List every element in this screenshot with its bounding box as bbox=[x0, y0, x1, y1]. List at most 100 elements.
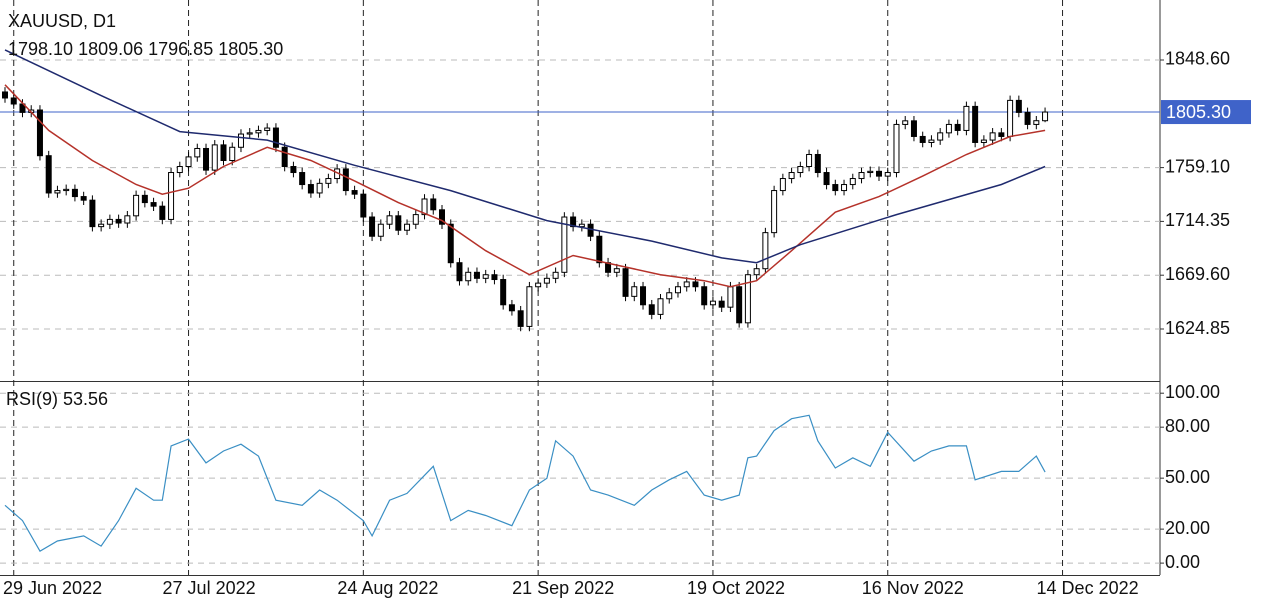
chart-title: XAUUSD, D1 bbox=[8, 11, 116, 31]
candle-body bbox=[203, 147, 210, 171]
candle-body bbox=[264, 127, 271, 131]
candle-body bbox=[281, 146, 288, 168]
candle-body bbox=[876, 170, 882, 177]
candle-body bbox=[806, 153, 813, 168]
candle-body bbox=[954, 123, 961, 131]
candle-body bbox=[963, 105, 970, 131]
x-tick-label: 16 Nov 2022 bbox=[862, 578, 964, 598]
y-tick-label: 20.00 bbox=[1165, 518, 1210, 538]
candle-body bbox=[657, 298, 664, 315]
x-tick-label: 19 Oct 2022 bbox=[687, 578, 785, 598]
price-badge bbox=[1161, 100, 1251, 125]
y-tick-label: 80.00 bbox=[1165, 416, 1210, 436]
candle-body bbox=[771, 190, 778, 234]
candle-body bbox=[613, 268, 620, 273]
moving-average bbox=[4, 49, 1046, 264]
candle-body bbox=[185, 156, 192, 168]
candle-body bbox=[272, 127, 279, 148]
candle-body bbox=[404, 223, 411, 231]
candle-body bbox=[290, 166, 297, 174]
x-tick-label: 29 Jun 2022 bbox=[3, 578, 102, 598]
candle-body bbox=[640, 286, 647, 306]
candle-body bbox=[1007, 99, 1014, 137]
candle-body bbox=[578, 223, 585, 228]
candle-body bbox=[788, 172, 795, 180]
candle-body bbox=[246, 132, 253, 135]
candle-body bbox=[552, 271, 559, 279]
candle-body bbox=[299, 172, 306, 186]
candle-body bbox=[89, 199, 96, 228]
y-tick-label: 1714.35 bbox=[1165, 210, 1230, 230]
candle-body bbox=[561, 216, 568, 273]
x-tick-label: 14 Dec 2022 bbox=[1037, 578, 1139, 598]
candle-body bbox=[500, 279, 507, 306]
plot bbox=[0, 0, 1160, 575]
candle-body bbox=[377, 223, 384, 237]
rsi-line bbox=[4, 414, 1046, 553]
candle-body bbox=[570, 216, 577, 228]
y-tick-label: 100.00 bbox=[1165, 382, 1220, 402]
candle-body bbox=[674, 286, 681, 294]
candle-body bbox=[762, 232, 769, 270]
candle-body bbox=[395, 215, 402, 231]
candle-body bbox=[237, 133, 244, 148]
candle-body bbox=[692, 281, 699, 288]
candle-body bbox=[779, 178, 786, 192]
candle-body bbox=[753, 268, 760, 276]
candle-body bbox=[115, 218, 122, 224]
candle-body bbox=[980, 139, 987, 143]
candle-body bbox=[150, 202, 157, 207]
candle-body bbox=[648, 304, 655, 315]
candle-body bbox=[36, 109, 43, 157]
candle-body bbox=[841, 184, 848, 192]
y-tick-label: 50.00 bbox=[1165, 467, 1210, 487]
candle-body bbox=[893, 123, 900, 174]
candle-body bbox=[351, 190, 358, 195]
candle-body bbox=[133, 194, 140, 217]
y-tick-label: 1624.85 bbox=[1165, 318, 1230, 338]
candle-body bbox=[342, 168, 349, 192]
candle-body bbox=[666, 292, 673, 300]
candle-body bbox=[919, 135, 926, 143]
y-tick-label: 1848.60 bbox=[1165, 49, 1230, 69]
candle-body bbox=[902, 120, 909, 125]
candle-body bbox=[631, 286, 638, 297]
y-tick-label: 0.00 bbox=[1165, 552, 1200, 572]
candle-body bbox=[596, 235, 603, 264]
candle-body bbox=[106, 218, 113, 225]
x-tick-label: 21 Sep 2022 bbox=[512, 578, 614, 598]
x-tick-label: 27 Jul 2022 bbox=[163, 578, 256, 598]
candle-body bbox=[736, 286, 743, 324]
candle-body bbox=[141, 194, 148, 204]
candle-body bbox=[998, 132, 1005, 137]
y-tick-label: 1669.60 bbox=[1165, 264, 1230, 284]
candle-body bbox=[701, 286, 708, 306]
candle-body bbox=[325, 178, 332, 184]
candle-body bbox=[937, 132, 944, 141]
candle-body bbox=[316, 182, 323, 194]
candle-body bbox=[928, 139, 935, 143]
candle-body bbox=[168, 172, 175, 220]
y-tick-label: 1759.10 bbox=[1165, 156, 1230, 176]
moving-average bbox=[4, 84, 1046, 288]
candle-body bbox=[412, 214, 419, 225]
candle-body bbox=[439, 209, 445, 225]
candle-body bbox=[430, 198, 437, 211]
candle-body bbox=[386, 215, 393, 225]
candle-body bbox=[360, 193, 367, 218]
candle-body bbox=[255, 129, 262, 134]
candle-body bbox=[421, 198, 428, 216]
candle-body bbox=[945, 123, 952, 134]
candle-body bbox=[2, 91, 8, 99]
price-badge-label: 1805.30 bbox=[1166, 102, 1231, 122]
candle-body bbox=[849, 178, 856, 186]
candle-body bbox=[814, 153, 821, 174]
candle-body bbox=[709, 300, 716, 306]
candle-body bbox=[1015, 99, 1022, 113]
candle-body bbox=[456, 262, 463, 282]
rsi-title: RSI(9) 53.56 bbox=[6, 389, 108, 409]
candle-body bbox=[797, 166, 804, 174]
candle-body bbox=[526, 286, 533, 327]
candle-body bbox=[45, 155, 52, 194]
